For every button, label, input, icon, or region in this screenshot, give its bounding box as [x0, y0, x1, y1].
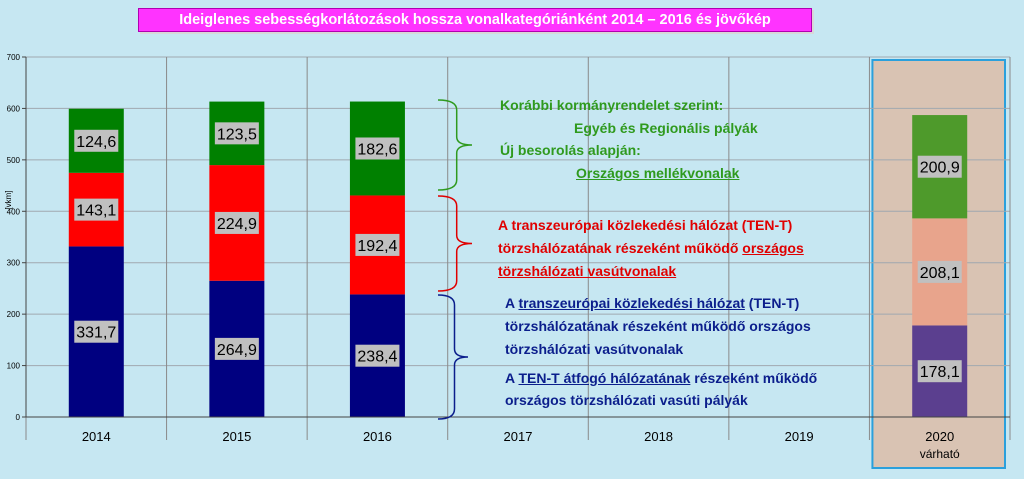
data-label-2016-3: 182,6 — [357, 141, 397, 158]
data-label-bg-2016-1 — [355, 344, 400, 367]
data-label-bg-2016-2 — [355, 233, 400, 256]
annotation-blue-line1-a: A — [505, 295, 519, 311]
annotation-blue-line4: A TEN-T átfogó hálózatának részeként műk… — [505, 369, 817, 388]
annotation-green-line1: Korábbi kormányrendelet szerint: — [500, 97, 724, 113]
x-tick-label-2016: 2016 — [363, 429, 392, 444]
annotation-blue-line2: törzshálózatának részeként működő ország… — [505, 318, 811, 334]
plot-background — [26, 57, 1010, 417]
x-tick-label-2017: 2017 — [504, 429, 533, 444]
x-tick-label-2015: 2015 — [222, 429, 251, 444]
annotation-blue-line3: törzshálózati vasútvonalak — [505, 341, 684, 357]
data-label-2015-3: 123,5 — [217, 126, 257, 143]
data-label-2015-1: 264,9 — [217, 342, 257, 359]
data-label-bg-2015-1 — [214, 337, 259, 360]
x-tick-label-2014: 2014 — [82, 429, 111, 444]
data-label-2014-2: 143,1 — [76, 203, 116, 220]
annotation-green-line2: Egyéb és Regionális pályák — [574, 120, 758, 136]
data-label-bg-2020-2 — [917, 260, 962, 283]
x-tick-label-2020: 2020 — [925, 429, 954, 444]
y-tick-label-0: 0 — [16, 413, 21, 422]
annotation-blue-line1: A transzeurópai közlekedési hálózat (TEN… — [505, 294, 799, 313]
x-tick-label-2018: 2018 — [644, 429, 673, 444]
y-tick-label-300: 300 — [7, 259, 21, 268]
annotation-green-line3: Új besorolás alapján: — [500, 142, 641, 158]
data-label-2014-3: 124,6 — [76, 134, 116, 151]
y-tick-label-700: 700 — [7, 53, 21, 62]
data-label-bg-2014-3 — [74, 129, 119, 152]
data-label-2020-1: 178,1 — [920, 364, 960, 381]
data-label-bg-2015-3 — [214, 122, 259, 145]
annotation-green-line4-text: Országos mellékvonalak — [576, 165, 740, 181]
forecast-frame — [871, 59, 1007, 469]
data-label-2016-2: 192,4 — [357, 238, 397, 255]
y-tick-label-600: 600 — [7, 104, 21, 113]
annotation-red-line2-b: országos — [742, 240, 804, 256]
data-label-bg-2015-2 — [214, 211, 259, 234]
y-tick-label-400: 400 — [7, 207, 21, 216]
annotation-red-line2: törzshálózatának részeként működő ország… — [498, 239, 804, 258]
y-tick-label-200: 200 — [7, 310, 21, 319]
x-tick-sublabel-2020: várható — [920, 447, 960, 461]
bracket-blue — [437, 294, 469, 420]
data-label-bg-2014-2 — [74, 198, 119, 221]
annotation-blue-line4-c: részeként működő — [690, 370, 818, 386]
annotation-blue-line5: országos törzshálózati vasúti pályák — [505, 392, 748, 408]
y-axis-label: [vkm] — [4, 190, 13, 209]
annotation-red-line3-text: törzshálózati vasútvonalak — [498, 263, 677, 279]
x-tick-label-2019: 2019 — [785, 429, 814, 444]
annotation-red-line1: A transzeurópai közlekedési hálózat (TEN… — [498, 217, 793, 233]
data-label-2014-1: 331,7 — [76, 325, 116, 342]
annotation-blue-line4-b: TEN-T átfogó hálózatának — [518, 370, 691, 386]
data-label-2015-2: 224,9 — [217, 216, 257, 233]
data-label-2016-1: 238,4 — [357, 349, 397, 366]
data-label-bg-2016-3 — [355, 137, 400, 160]
chart-title: Ideiglenes sebességkorlátozások hossza v… — [138, 8, 812, 32]
data-label-bg-2014-1 — [74, 320, 119, 343]
annotation-green-line4: Országos mellékvonalak — [576, 164, 739, 183]
data-label-2020-3: 200,9 — [920, 160, 960, 177]
data-label-bg-2020-3 — [917, 155, 962, 178]
y-tick-label-500: 500 — [7, 156, 21, 165]
data-label-2020-2: 208,1 — [920, 265, 960, 282]
annotation-red-line3: törzshálózati vasútvonalak — [498, 262, 676, 281]
bracket-green — [437, 99, 473, 191]
bracket-red — [437, 195, 473, 292]
annotation-blue-line1-c: (TEN-T) — [744, 295, 800, 311]
y-tick-label-100: 100 — [7, 362, 21, 371]
data-label-bg-2020-1 — [917, 360, 962, 383]
annotation-red-line2-a: törzshálózatának részeként működő — [498, 240, 743, 256]
annotation-blue-line4-a: A — [505, 370, 519, 386]
annotation-blue-line1-b: transzeurópai közlekedési hálózat — [518, 295, 745, 311]
